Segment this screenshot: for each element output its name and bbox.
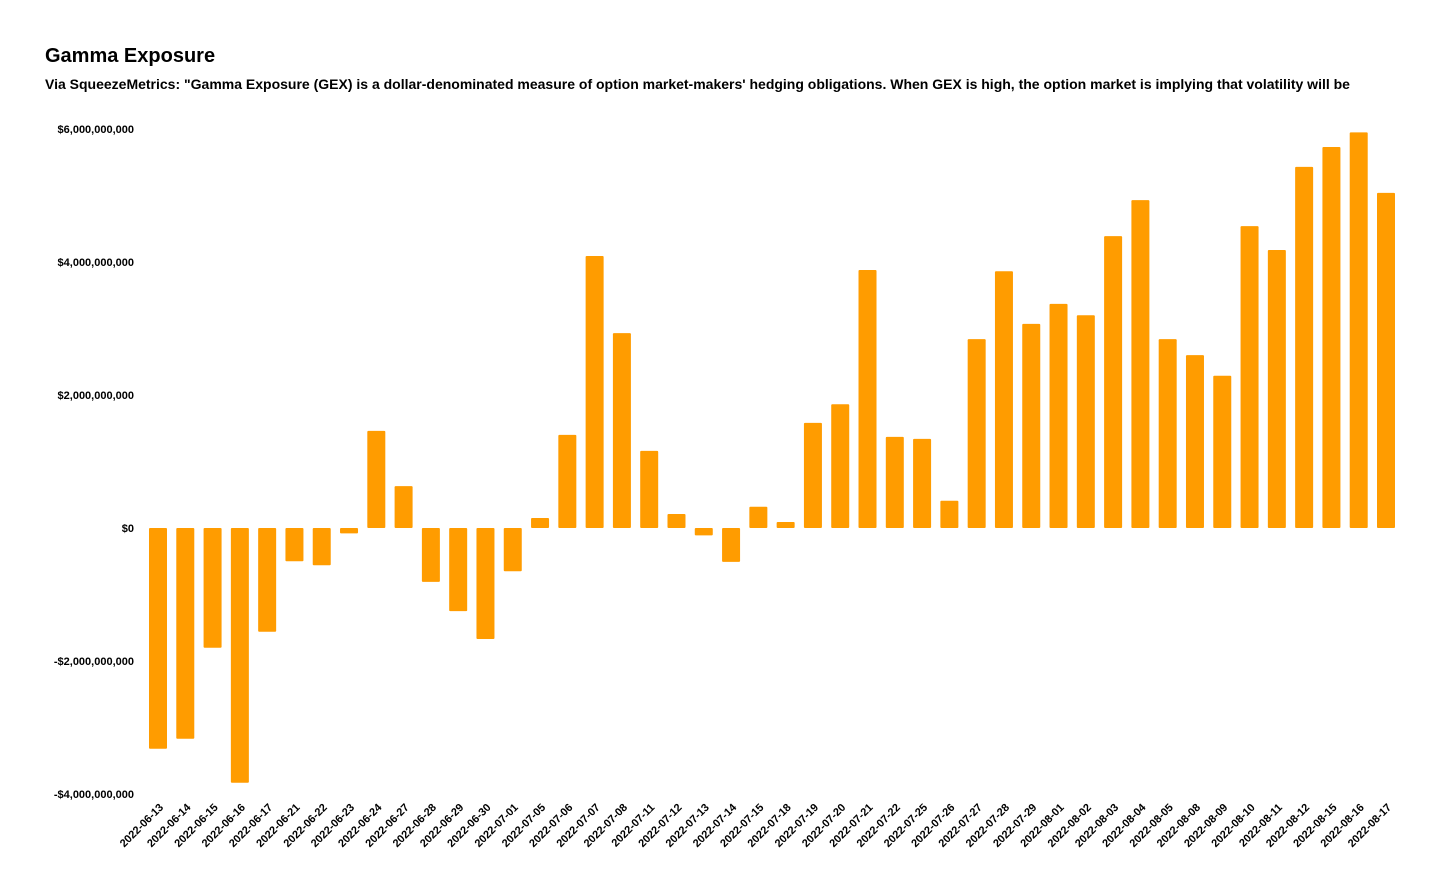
bar — [340, 528, 359, 534]
bar — [149, 528, 167, 749]
chart-subtitle: Via SqueezeMetrics: "Gamma Exposure (GEX… — [45, 76, 1350, 92]
bar — [885, 436, 904, 528]
bar — [967, 339, 986, 528]
bar — [558, 434, 577, 528]
bar — [667, 514, 686, 528]
y-tick-label: -$2,000,000,000 — [54, 656, 134, 668]
bar — [258, 528, 277, 632]
bar — [367, 430, 386, 528]
bar — [449, 528, 468, 612]
bar — [1295, 166, 1314, 528]
bar — [585, 256, 604, 528]
bar — [1267, 250, 1286, 528]
y-tick-label: -$4,000,000,000 — [54, 789, 134, 801]
bar — [1213, 375, 1232, 528]
bar — [803, 422, 822, 528]
bar — [1131, 200, 1150, 528]
bar — [503, 528, 522, 572]
y-tick-label: $4,000,000,000 — [58, 257, 134, 269]
bar — [1185, 355, 1204, 528]
bar — [612, 333, 631, 528]
y-tick-label: $0 — [122, 523, 134, 535]
bar — [312, 528, 331, 566]
bar — [476, 528, 495, 640]
y-tick-label: $6,000,000,000 — [58, 124, 134, 136]
bar — [940, 500, 959, 528]
bar — [694, 528, 713, 536]
bar — [1349, 132, 1368, 528]
bar — [722, 528, 741, 562]
bar — [176, 528, 195, 739]
bar — [421, 528, 440, 582]
bar — [285, 528, 304, 562]
bar — [1076, 315, 1095, 528]
bar — [1022, 323, 1041, 528]
bar — [640, 450, 659, 528]
bar — [1377, 192, 1395, 528]
bar — [203, 528, 222, 648]
bar — [994, 271, 1013, 528]
bar — [531, 518, 550, 528]
bar — [1104, 236, 1123, 528]
bar — [1240, 226, 1259, 528]
y-tick-label: $2,000,000,000 — [58, 390, 134, 402]
bar — [858, 269, 877, 528]
bar — [776, 522, 795, 528]
bar — [831, 404, 850, 528]
bar — [1322, 146, 1341, 528]
bar — [1049, 303, 1068, 528]
bar — [913, 438, 932, 528]
chart-title: Gamma Exposure — [45, 45, 216, 67]
bar — [230, 528, 249, 783]
bar — [394, 486, 413, 528]
bar — [1158, 339, 1177, 528]
bar — [749, 506, 768, 528]
